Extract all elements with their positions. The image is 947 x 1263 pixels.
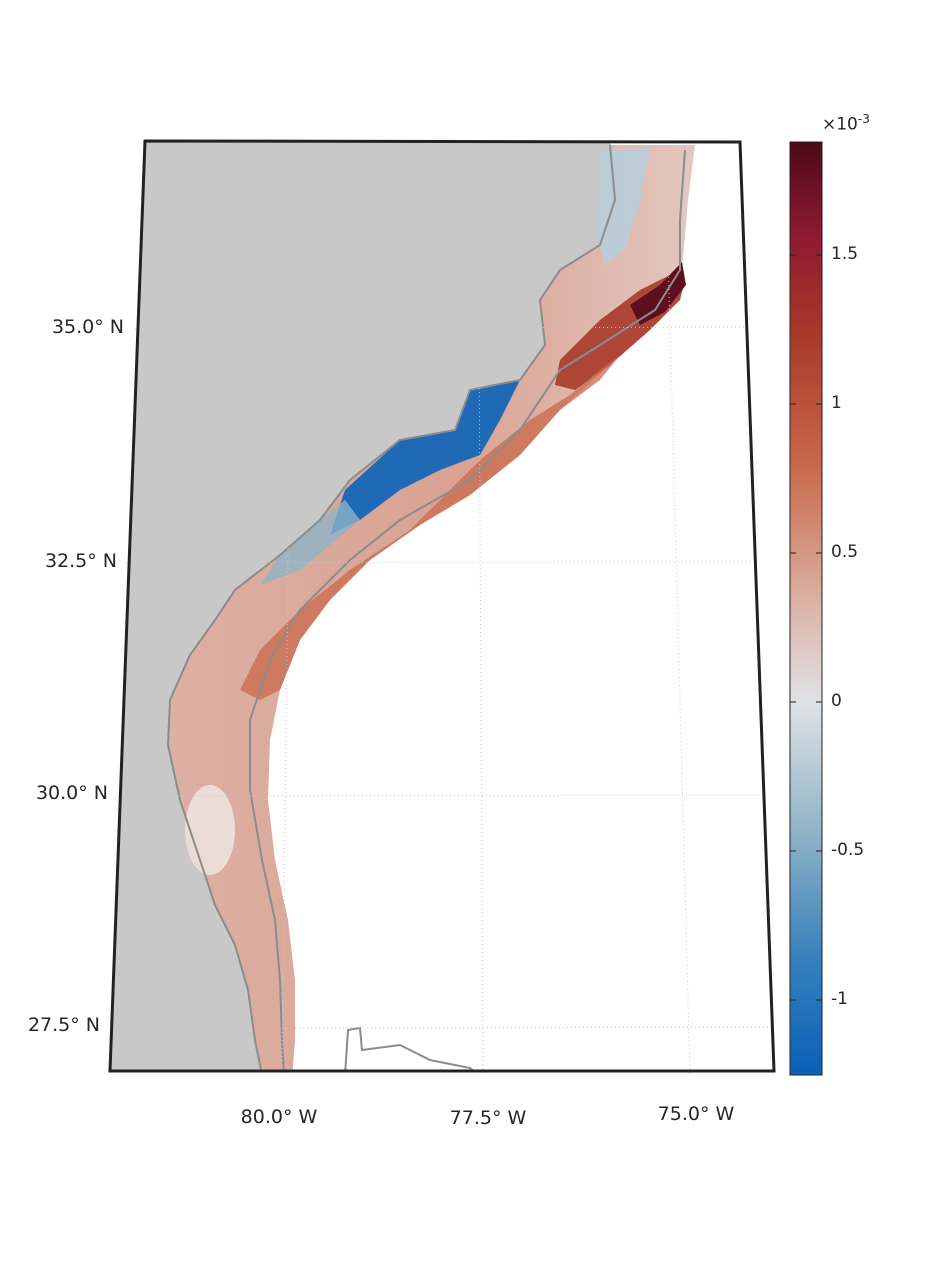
lon-label-77-5: 77.5° W	[449, 1107, 527, 1129]
lat-label-27-5: 27.5° N	[27, 1014, 100, 1036]
near-zero-patch	[185, 785, 235, 875]
lon-label-75: 75.0° W	[657, 1103, 735, 1125]
colorbar-tick-label: -1	[831, 989, 848, 1009]
moderate-anomaly-band	[240, 355, 620, 700]
negative-anomaly-region	[330, 380, 520, 535]
lat-label-35: 35.0° N	[51, 316, 124, 338]
coastline	[166, 144, 617, 1071]
lat-label-30: 30.0° N	[35, 782, 108, 804]
lat-label-32-5: 32.5° N	[44, 550, 117, 572]
isobath-line	[249, 149, 686, 1071]
map-frame	[108, 139, 776, 1073]
colorbar-exponent-power: -3	[857, 112, 870, 126]
northern-negative-anomaly	[595, 148, 650, 265]
colorbar-tick-label: 0	[831, 691, 842, 711]
lon-label-80: 80.0° W	[240, 1106, 318, 1128]
colorbar-ticks	[790, 254, 822, 1001]
colorbar-exponent-prefix: ×10	[822, 114, 858, 135]
max-anomaly-core	[630, 262, 686, 325]
colorbar-tick-label: 0.5	[831, 542, 859, 562]
colorbar-tick-label: 1	[831, 393, 842, 413]
colorbar-tick-label: -0.5	[831, 840, 865, 860]
graticule	[110, 139, 772, 1075]
bahamas-outline	[344, 1026, 479, 1071]
colorbar-exponent: ×10-3	[822, 112, 870, 135]
land-area	[110, 141, 615, 1071]
colorbar-tick-label: 1.5	[831, 244, 859, 264]
colorbar	[789, 141, 823, 1076]
negative-anomaly-fade	[260, 500, 360, 585]
